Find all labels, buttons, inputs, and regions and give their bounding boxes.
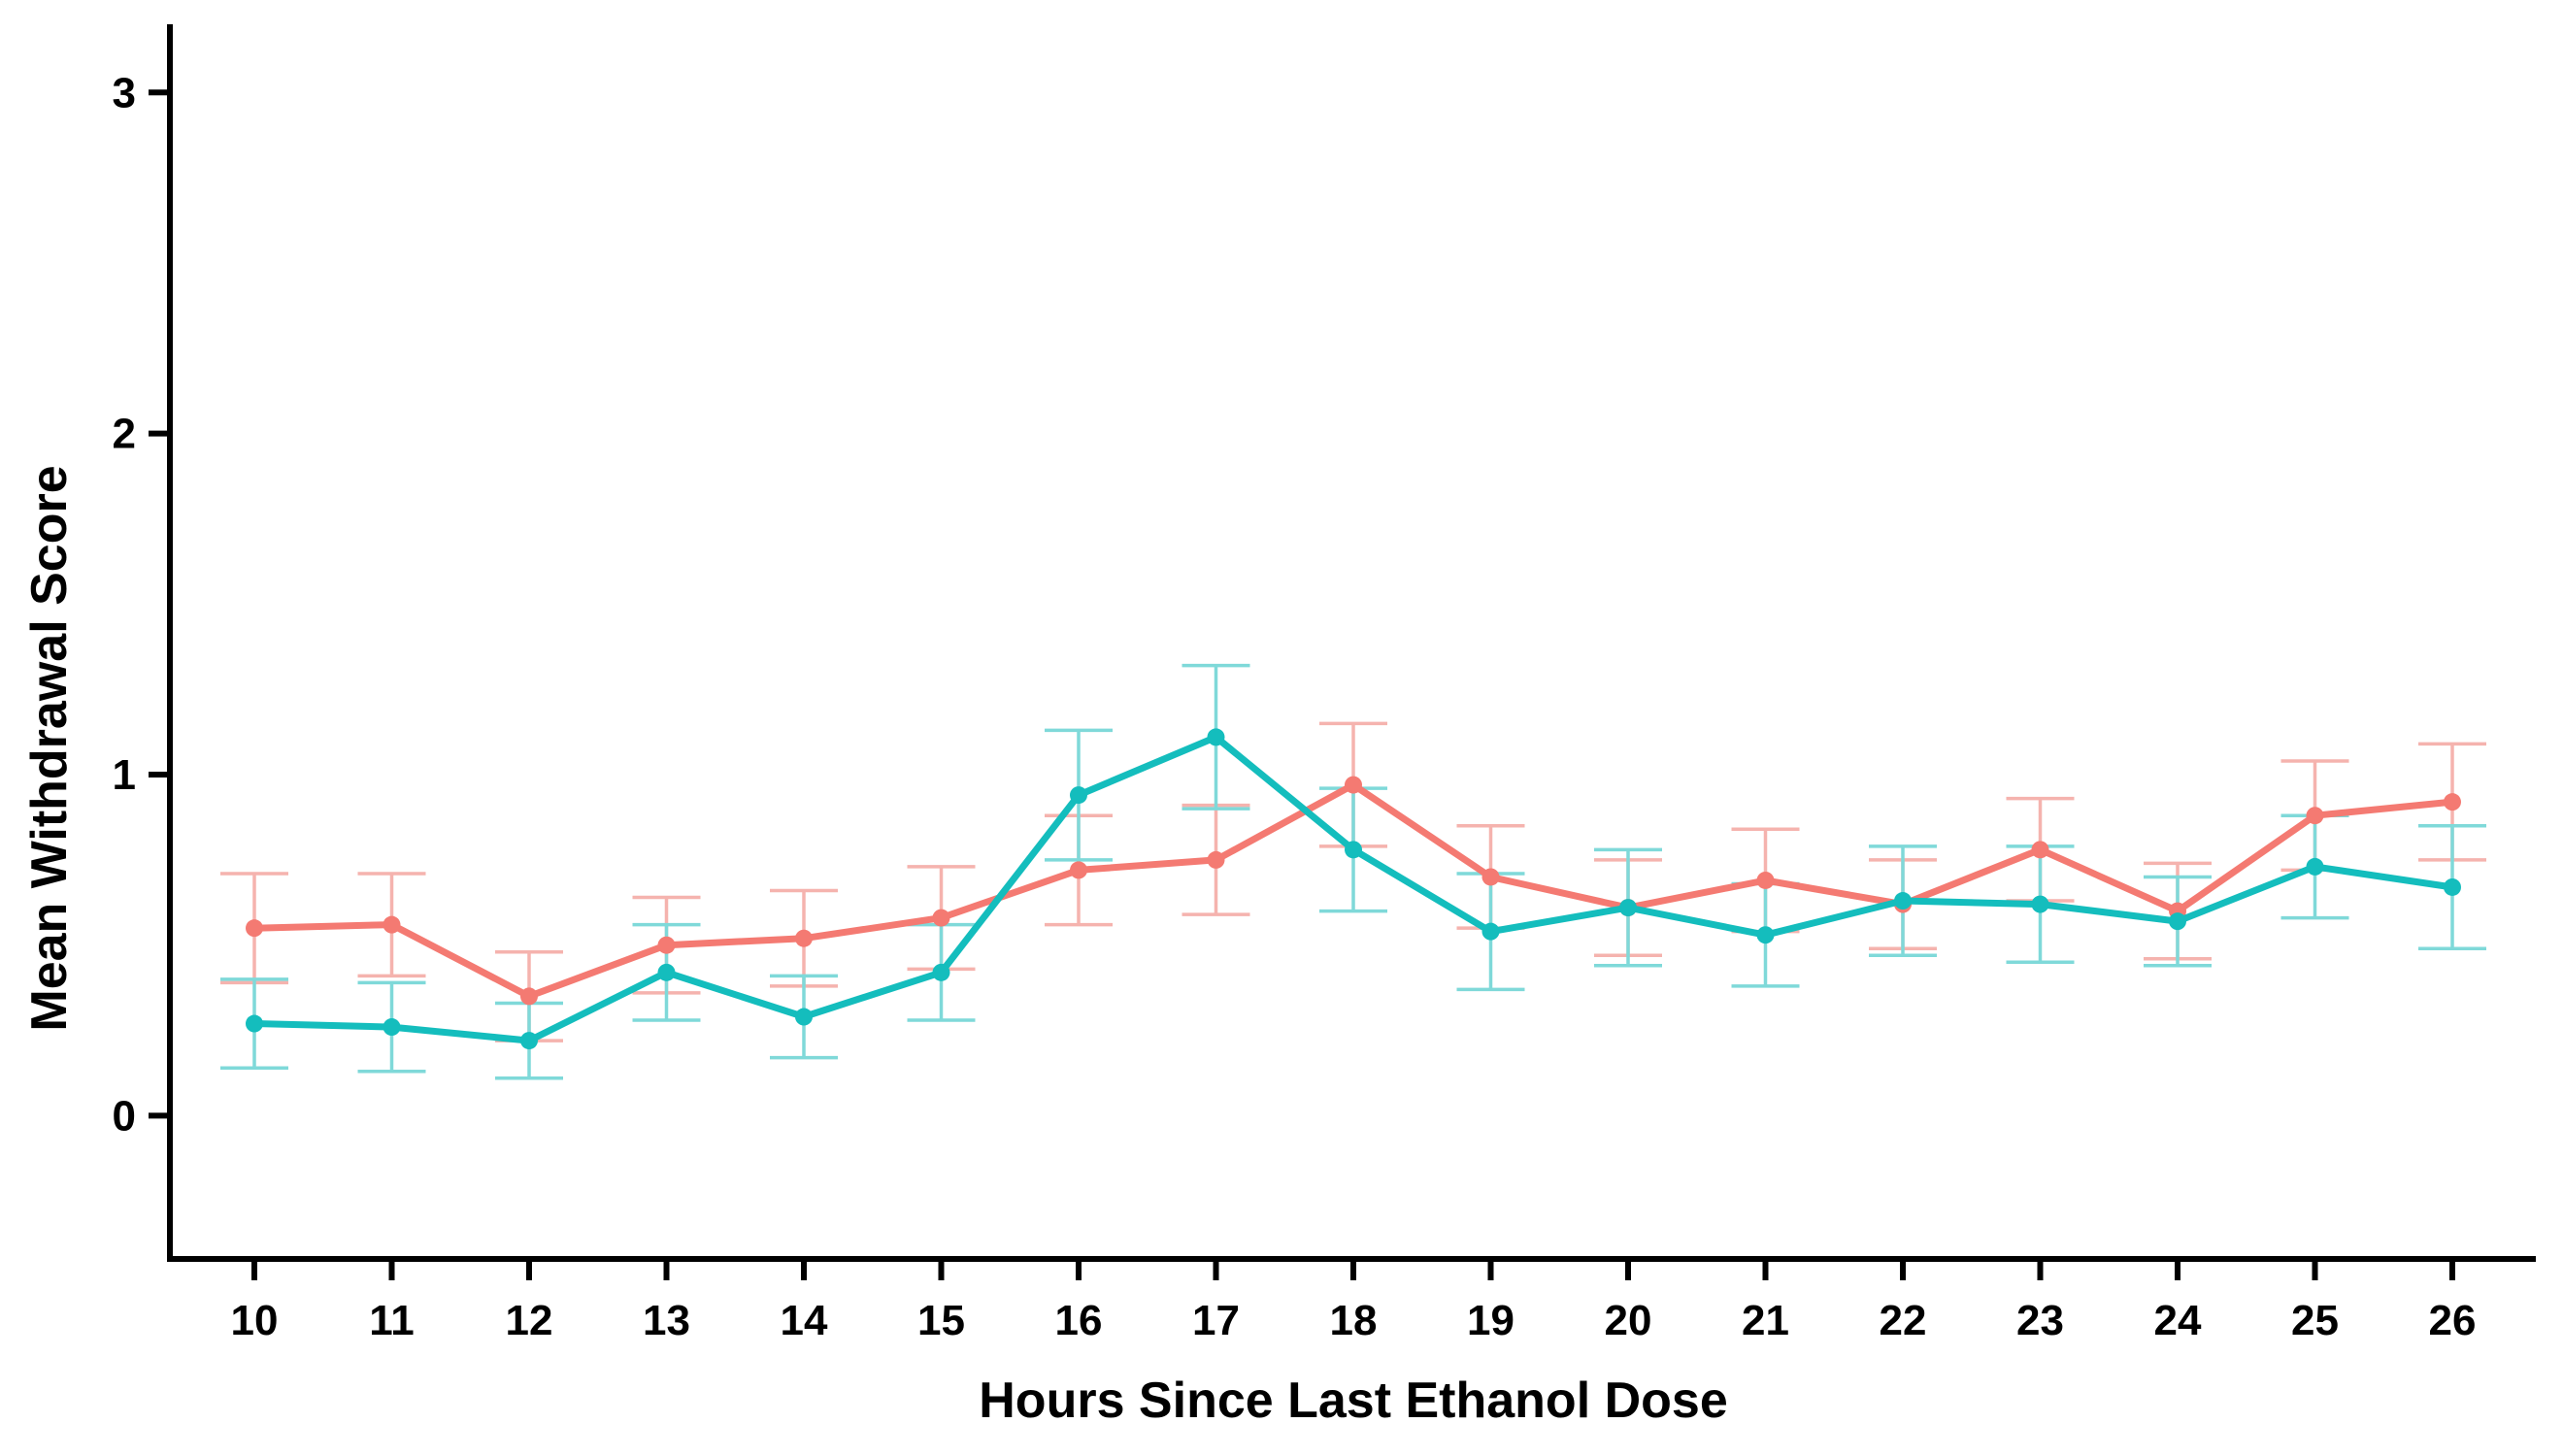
data-point (1070, 861, 1087, 879)
data-point (2031, 895, 2049, 913)
data-point (1619, 899, 1637, 917)
x-axis-title: Hours Since Last Ethanol Dose (979, 1373, 1728, 1429)
data-point (2306, 857, 2324, 876)
data-point (2169, 912, 2186, 931)
x-tick-label: 11 (369, 1297, 415, 1344)
y-tick-label: 0 (113, 1092, 136, 1140)
data-point (1207, 728, 1225, 746)
data-point (1756, 926, 1775, 944)
data-point (932, 909, 950, 927)
data-point (246, 919, 263, 938)
x-tick-label: 18 (1330, 1297, 1378, 1344)
x-tick-label: 25 (2291, 1297, 2339, 1344)
data-point (2444, 877, 2461, 896)
data-point (932, 963, 950, 981)
x-tick-label: 14 (781, 1297, 828, 1344)
data-point (246, 1014, 263, 1033)
data-point (2306, 807, 2324, 825)
x-tick-label: 20 (1605, 1297, 1652, 1344)
x-tick-label: 15 (917, 1297, 965, 1344)
x-tick-label: 19 (1467, 1297, 1514, 1344)
x-tick-label: 26 (2429, 1297, 2477, 1344)
x-tick-label: 22 (1880, 1297, 1927, 1344)
data-point (2444, 793, 2461, 811)
y-axis-title: Mean Withdrawal Score (21, 465, 78, 1031)
data-point (795, 929, 813, 947)
axes-layer (167, 24, 2536, 1262)
data-point (657, 936, 676, 954)
data-point (1070, 786, 1087, 805)
data-point (1481, 868, 1500, 886)
data-point (1207, 850, 1225, 869)
data-point (657, 963, 676, 981)
data-point (1345, 841, 1362, 859)
data-point (1756, 871, 1775, 889)
x-tick-label: 21 (1742, 1297, 1789, 1344)
series-layer (246, 728, 2461, 1050)
y-tick-label: 3 (113, 69, 136, 116)
x-ticks: 10 11 12 13 14 15 16 17 18 19 20 21 22 23 24 25 26 (231, 1259, 2477, 1344)
data-point (1894, 892, 1912, 910)
data-point (383, 1018, 401, 1037)
y-ticks: 0 1 2 3 (113, 69, 170, 1140)
data-point (2031, 841, 2049, 859)
x-tick-label: 12 (506, 1297, 553, 1344)
data-point (1345, 776, 1362, 794)
x-tick-label: 23 (2016, 1297, 2064, 1344)
x-tick-label: 10 (231, 1297, 279, 1344)
x-tick-label: 13 (643, 1297, 690, 1344)
x-tick-label: 24 (2154, 1297, 2202, 1344)
data-point (520, 987, 538, 1006)
data-point (795, 1008, 813, 1026)
data-point (1481, 922, 1500, 941)
y-tick-label: 1 (113, 751, 136, 799)
y-tick-label: 2 (113, 411, 136, 458)
data-point (520, 1032, 538, 1050)
error-bars-layer (220, 663, 2486, 1080)
data-point (383, 915, 401, 934)
x-tick-label: 17 (1192, 1297, 1240, 1344)
x-tick-label: 16 (1055, 1297, 1103, 1344)
